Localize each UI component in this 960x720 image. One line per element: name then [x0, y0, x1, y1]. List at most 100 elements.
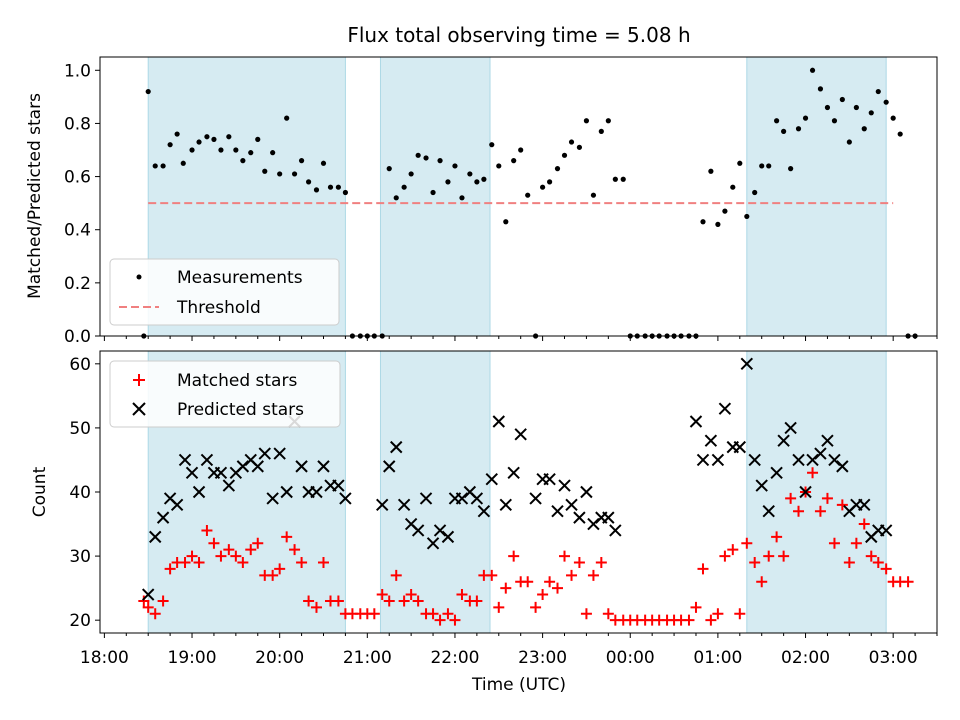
matched-star-point [157, 595, 169, 607]
matched-star-point [427, 608, 439, 620]
matched-star-point [763, 550, 775, 562]
measurement-point [708, 168, 714, 174]
measurement-point [240, 158, 246, 164]
matched-star-point [807, 467, 819, 479]
matched-star-point [771, 531, 783, 543]
measurement-point [313, 187, 320, 193]
top-y-tick-label: 0.0 [64, 327, 91, 347]
predicted-star-point [499, 498, 512, 512]
measurement-point [196, 139, 202, 145]
matched-star-point [164, 563, 176, 575]
matched-star-point [566, 569, 578, 581]
measurement-point [415, 152, 421, 158]
matched-star-point [719, 550, 731, 562]
predicted-star-point [689, 415, 703, 428]
predicted-star-point [718, 402, 732, 415]
predicted-star-point [836, 460, 849, 473]
measurement-point [277, 171, 283, 177]
measurement-point [430, 189, 436, 196]
matched-star-point [142, 601, 154, 613]
top-y-tick-label: 1.0 [64, 61, 91, 81]
measurement-point [868, 110, 874, 116]
x-tick-label: 22:00 [430, 648, 479, 668]
matched-star-point [741, 537, 753, 549]
x-tick-label: 21:00 [343, 648, 392, 668]
bottom-legend: Matched stars Predicted stars [109, 360, 341, 428]
matched-star-point [697, 563, 709, 575]
measurement-point [774, 118, 780, 124]
measurement-point [437, 158, 443, 164]
measurement-point [459, 195, 465, 201]
predicted-star-point [214, 466, 228, 479]
measurement-point [620, 176, 626, 182]
measurement-point [204, 134, 210, 140]
measurement-point [737, 160, 743, 166]
matched-star-point [208, 537, 220, 549]
x-tick-label: 03:00 [869, 648, 918, 668]
predicted-star-point [879, 524, 893, 537]
legend-measurement-marker [136, 274, 142, 280]
bottom-y-tick-label: 60 [69, 355, 91, 375]
predicted-star-point [433, 524, 447, 537]
measurement-point [752, 189, 758, 196]
matched-star-point [749, 557, 761, 568]
predicted-star-point [376, 498, 389, 512]
measurement-point [576, 144, 583, 150]
matched-star-point [865, 550, 877, 562]
measurement-point [270, 150, 276, 156]
measurement-point [408, 171, 414, 177]
x-tick-label: 20:00 [255, 648, 304, 668]
measurement-point [226, 134, 232, 140]
measurement-point [284, 115, 290, 121]
measurement-point [489, 142, 495, 148]
predicted-star-point [280, 485, 293, 499]
matched-star-point [836, 499, 848, 511]
matched-star-point [683, 614, 695, 626]
x-tick-label: 01:00 [693, 648, 742, 668]
measurement-point [824, 104, 831, 111]
predicted-star-point [470, 492, 484, 505]
predicted-star-point [762, 505, 775, 518]
x-tick-label: 18:00 [80, 648, 129, 668]
top-legend-box [109, 258, 340, 326]
predicted-star-point [251, 460, 264, 473]
predicted-star-point [558, 479, 571, 492]
matched-star-point [412, 595, 424, 607]
measurement-point [481, 176, 487, 182]
matched-star-point [544, 576, 556, 588]
measurement-point [305, 179, 312, 185]
measurement-point [809, 67, 816, 73]
legend-predicted-marker [132, 402, 146, 416]
matched-star-point [587, 569, 599, 581]
bottom-y-ticks: 20 30 40 50 60 [69, 355, 100, 631]
measurement-point [730, 184, 736, 190]
predicted-star-point [543, 472, 556, 486]
predicted-star-point [295, 460, 308, 473]
measurement-point [715, 221, 721, 227]
measurement-point [547, 179, 553, 185]
matched-star-point [756, 576, 768, 588]
legend-matched-label: Matched stars [177, 371, 297, 391]
matched-star-point [500, 582, 512, 594]
measurement-point [788, 166, 794, 172]
matched-star-point [828, 537, 840, 549]
matched-star-point [237, 557, 249, 568]
matched-star-point [245, 544, 257, 556]
predicted-star-point [419, 492, 433, 505]
measurement-point [503, 219, 509, 225]
matched-star-point [332, 595, 344, 607]
matched-star-point [296, 557, 308, 568]
measurement-point [262, 168, 268, 174]
measurement-point [890, 115, 896, 121]
predicted-star-point [266, 492, 279, 505]
matched-star-point [850, 537, 862, 549]
measurement-point [248, 150, 254, 156]
predicted-star-point [580, 485, 593, 499]
measurement-point [722, 208, 728, 214]
matched-stars-points [138, 467, 914, 626]
x-tick-label: 02:00 [781, 648, 830, 668]
matched-star-point [281, 531, 293, 543]
predicted-star-point [411, 524, 425, 537]
measurement-point [583, 118, 590, 124]
